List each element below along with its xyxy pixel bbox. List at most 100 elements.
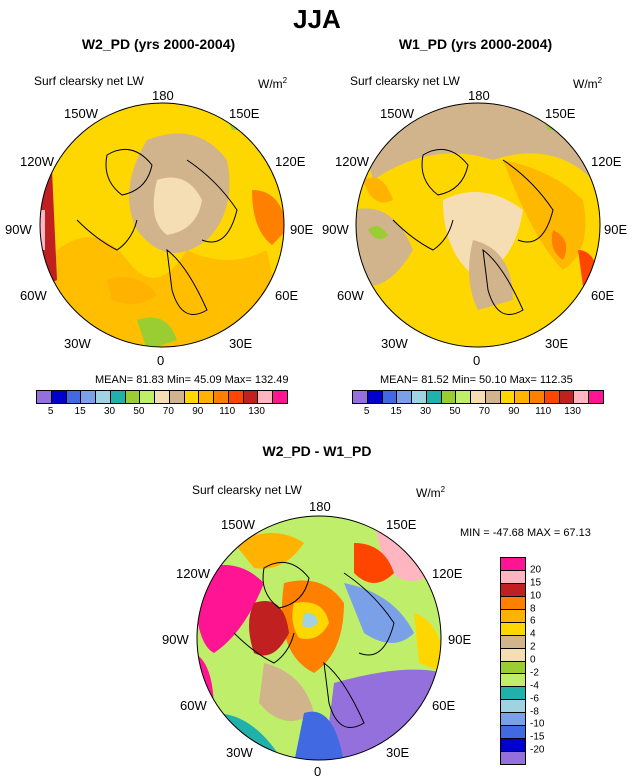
colorbar-swatch — [515, 391, 531, 403]
panel2-lon-150e: 150E — [545, 106, 576, 121]
panel2-lon-120w: 120W — [335, 154, 369, 169]
colorbar-swatch — [96, 391, 111, 403]
panel1-lon-30e: 30E — [229, 336, 253, 351]
colorbar-tick-label: 8 — [530, 603, 536, 614]
colorbar-swatch — [559, 391, 575, 403]
panel2-map — [355, 102, 601, 348]
colorbar-tick-label: 50 — [133, 406, 145, 417]
colorbar-swatch — [214, 391, 229, 403]
panel1-map — [39, 102, 285, 348]
colorbar-tick-label: 0 — [530, 654, 536, 666]
panel3-lon-120w: 120W — [176, 566, 210, 581]
panel3-variable-label: Surf clearsky net LW — [192, 483, 302, 497]
panel3-lon-30e: 30E — [386, 745, 410, 760]
panel2-lon-120e: 120E — [591, 154, 622, 169]
panel3-stats: MIN = -47.68 MAX = 67.13 — [460, 527, 591, 539]
colorbar-swatch — [501, 558, 525, 571]
colorbar-swatch — [501, 726, 525, 740]
panel2-stats: MEAN= 81.52 Min= 50.10 Max= 112.35 — [380, 374, 573, 386]
colorbar-swatch — [501, 596, 525, 610]
colorbar-swatch — [228, 391, 244, 403]
colorbar-tick-label: 90 — [192, 406, 204, 417]
colorbar-swatch — [574, 391, 590, 403]
colorbar-swatch — [501, 635, 525, 649]
panel1-lon-150w: 150W — [64, 106, 98, 121]
colorbar-tick-label: 130 — [248, 406, 265, 417]
colorbar-tick-label: -15 — [530, 731, 545, 743]
colorbar-swatch — [199, 391, 215, 403]
panel1-units: W/m2 — [258, 76, 288, 91]
colorbar-swatch — [501, 674, 525, 688]
panel1-lon-60w: 60W — [20, 288, 47, 303]
panel2-lon-30e: 30E — [545, 336, 569, 351]
colorbar-tick-label: -10 — [530, 718, 545, 730]
colorbar-tick-label: 30 — [103, 406, 116, 417]
colorbar-tick-label: -4 — [530, 680, 539, 692]
colorbar-swatch — [589, 391, 604, 403]
colorbar-tick-label: 70 — [478, 406, 490, 417]
colorbar-tick-label: 10 — [530, 590, 542, 602]
panel1-colorbar — [36, 390, 288, 404]
panel2-lon-90e: 90E — [604, 222, 628, 237]
colorbar-swatch — [501, 583, 525, 597]
panel1-colorbar-ticks: 5 15 30 50 70 90 110 130 — [36, 406, 286, 420]
panel1-variable-label: Surf clearsky net LW — [34, 74, 144, 88]
colorbar-swatch — [353, 391, 368, 403]
panel3-lon-30w: 30W — [226, 745, 253, 760]
colorbar-tick-label: 4 — [530, 628, 536, 640]
colorbar-swatch — [51, 391, 67, 403]
panel1-lon-60e: 60E — [275, 288, 299, 303]
panel1-lon-90e: 90E — [290, 222, 314, 237]
colorbar-tick-label: 6 — [530, 615, 536, 627]
panel3-lon-90e: 90E — [448, 632, 472, 647]
colorbar-swatch — [125, 391, 141, 403]
colorbar-tick-label: -8 — [530, 706, 539, 717]
colorbar-tick-label: -20 — [530, 744, 545, 756]
colorbar-swatch — [530, 391, 545, 403]
colorbar-swatch — [382, 391, 398, 403]
colorbar-swatch — [501, 752, 525, 764]
panel3-colorbar-ticks: 20 15 10 8 6 4 2 0 -2 -4 -6 -8 -10 -15 -20 — [530, 557, 570, 763]
colorbar-tick-label: 5 — [47, 406, 54, 417]
colorbar-swatch — [456, 391, 472, 403]
panel3-lon-150e: 150E — [386, 517, 417, 532]
panel1-lon-180: 180 — [152, 88, 174, 103]
panel3-lon-150w: 150W — [221, 517, 255, 532]
colorbar-tick-label: -2 — [530, 667, 539, 679]
panel1-lon-90w: 90W — [5, 222, 32, 237]
panel2-lon-30w: 30W — [381, 336, 408, 351]
panel3-lon-180: 180 — [309, 499, 331, 514]
colorbar-swatch — [471, 391, 486, 403]
panel3-lon-60w: 60W — [180, 698, 207, 713]
colorbar-tick-label: 15 — [530, 577, 542, 589]
colorbar-swatch — [397, 391, 413, 403]
colorbar-tick-label: 15 — [74, 406, 86, 417]
panel3-title: W2_PD - W1_PD — [262, 443, 372, 459]
panel1-lon-120e: 120E — [275, 154, 306, 169]
panel3-lon-0: 0 — [314, 764, 322, 779]
panel3-colorbar — [500, 557, 526, 765]
colorbar-swatch — [367, 391, 383, 403]
colorbar-swatch — [243, 391, 259, 403]
panel2-lon-60e: 60E — [591, 288, 615, 303]
panel1-stats: MEAN= 81.83 Min= 45.09 Max= 132.49 — [95, 374, 289, 386]
panel2-variable-label: Surf clearsky net LW — [350, 74, 460, 88]
colorbar-swatch — [501, 687, 525, 701]
colorbar-tick-label: -6 — [530, 693, 539, 705]
colorbar-swatch — [544, 391, 560, 403]
colorbar-swatch — [501, 648, 525, 662]
panel2-units: W/m2 — [573, 76, 603, 91]
colorbar-swatch — [501, 570, 525, 584]
colorbar-tick-label: 110 — [219, 406, 236, 417]
colorbar-tick-label: 2 — [530, 641, 536, 653]
colorbar-tick-label: 70 — [162, 406, 174, 417]
colorbar-swatch — [110, 391, 126, 403]
colorbar-tick-label: 50 — [449, 406, 461, 417]
colorbar-tick-label: 20 — [530, 564, 542, 576]
colorbar-swatch — [37, 391, 52, 403]
colorbar-swatch — [140, 391, 156, 403]
colorbar-tick-label: 30 — [419, 406, 432, 417]
panel3-lon-90w: 90W — [162, 632, 189, 647]
panel2-lon-150w: 150W — [380, 106, 414, 121]
panel2-title: W1_PD (yrs 2000-2004) — [398, 36, 553, 52]
